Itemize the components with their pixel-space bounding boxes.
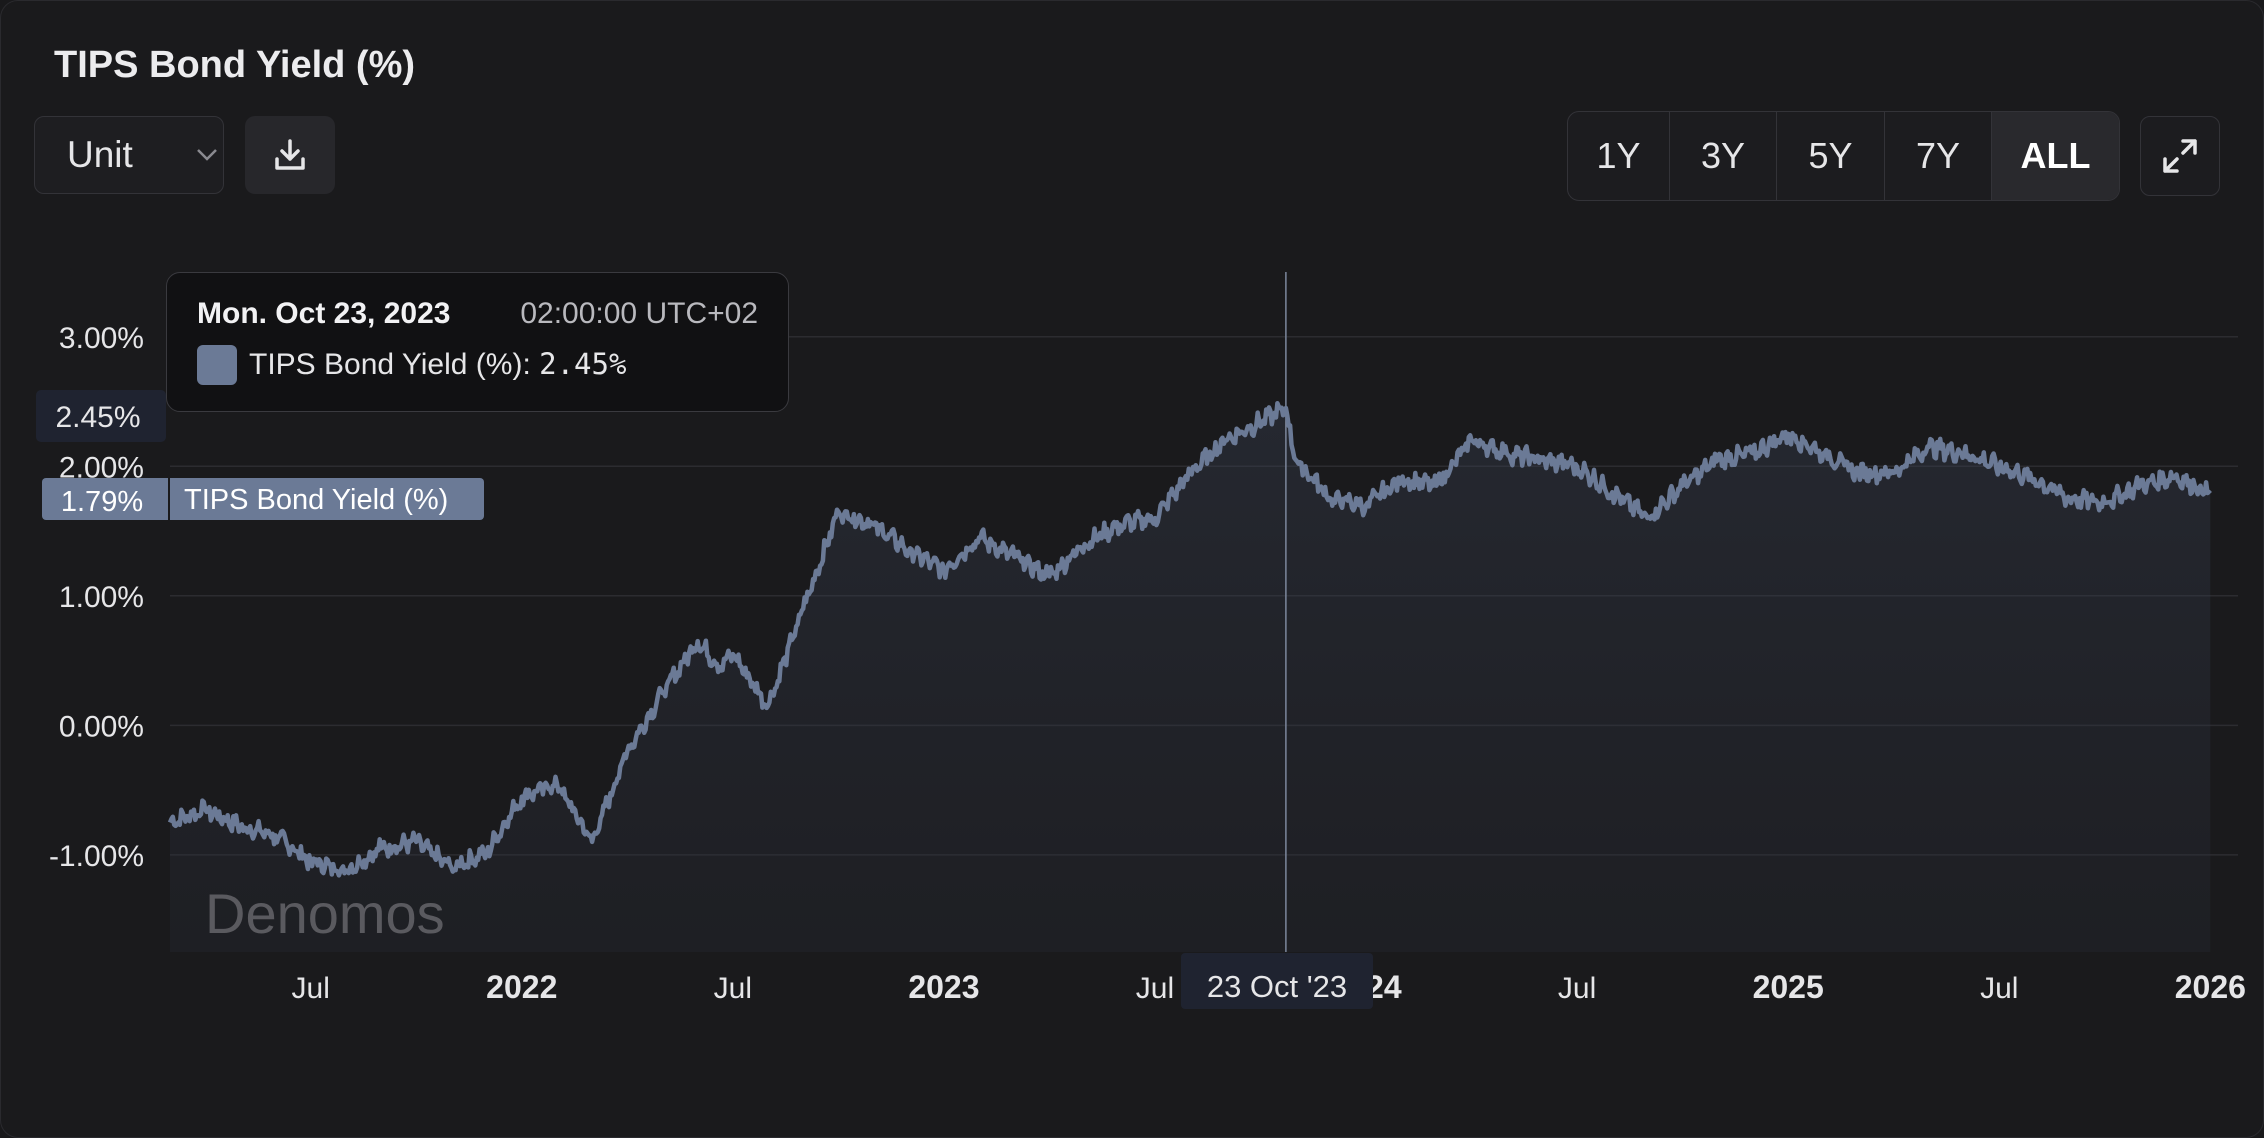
x-tick-label: Jul (1136, 972, 1174, 1005)
watermark: Denomos (205, 882, 445, 945)
range-1y-button[interactable]: 1Y (1568, 112, 1670, 200)
tooltip-value: 2.45% (539, 347, 627, 381)
unit-dropdown-label: Unit (67, 134, 133, 175)
crosshair-x-label-bg (1181, 953, 1373, 1009)
x-tick-label: Jul (1558, 972, 1596, 1005)
range-5y-button[interactable]: 5Y (1777, 112, 1885, 200)
download-icon (275, 139, 305, 170)
time-range-selector: 1Y 3Y 5Y 7Y ALL (1567, 111, 2120, 201)
tooltip-time: 02:00:00 UTC+02 (520, 297, 758, 330)
chart-tooltip: Mon. Oct 23, 2023 02:00:00 UTC+02 TIPS B… (166, 272, 789, 412)
y-tick-label: 1.00% (59, 581, 144, 614)
crosshair-y-label: 2.45% (55, 401, 140, 434)
y-tick-label: 3.00% (59, 322, 144, 355)
range-all-button[interactable]: ALL (1992, 112, 2119, 200)
y-tick-label: -1.00% (49, 840, 144, 873)
x-tick-label: 2023 (908, 969, 979, 1005)
x-tick-label: Jul (714, 972, 752, 1005)
x-tick-label: 2025 (1753, 969, 1824, 1005)
tooltip-series-row: TIPS Bond Yield (%): 2.45% (249, 347, 626, 382)
series-line (167, 400, 2212, 878)
chevron-down-icon (197, 149, 217, 161)
x-tick-label: 2026 (2175, 969, 2246, 1005)
last-value: 1.79% (61, 486, 143, 518)
fullscreen-button[interactable] (2140, 116, 2220, 196)
crosshair-y-label-bg (36, 390, 166, 442)
last-value-series: TIPS Bond Yield (%) (184, 484, 448, 516)
crosshair-x-label: 23 Oct '23 (1207, 969, 1347, 1004)
x-tick-label: Jul (1980, 972, 2018, 1005)
range-3y-button[interactable]: 3Y (1670, 112, 1777, 200)
y-tick-label: 0.00% (59, 710, 144, 743)
x-axis: Jul2022Jul2023Jul2024Jul2025Jul2026 (292, 969, 2246, 1005)
range-7y-button[interactable]: 7Y (1885, 112, 1992, 200)
tooltip-series-swatch (197, 345, 237, 385)
download-button[interactable] (245, 116, 335, 194)
series-area-fill (170, 403, 2211, 952)
chart-title: TIPS Bond Yield (%) (54, 44, 416, 86)
x-tick-label: 2022 (486, 969, 557, 1005)
x-tick-label: Jul (292, 972, 330, 1005)
expand-icon (2163, 139, 2197, 173)
tooltip-date: Mon. Oct 23, 2023 (197, 297, 451, 330)
last-value-badge (42, 478, 484, 520)
tooltip-series-label: TIPS Bond Yield (%): (249, 348, 540, 381)
unit-dropdown[interactable]: Unit (34, 116, 224, 194)
